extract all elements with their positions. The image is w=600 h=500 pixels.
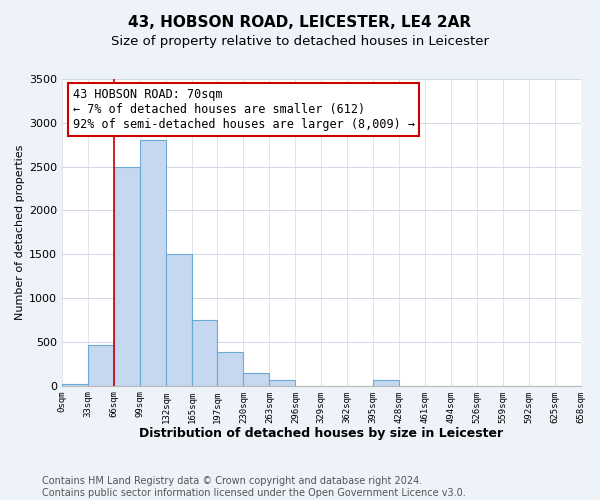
- Text: 43 HOBSON ROAD: 70sqm
← 7% of detached houses are smaller (612)
92% of semi-deta: 43 HOBSON ROAD: 70sqm ← 7% of detached h…: [73, 88, 415, 131]
- Bar: [88, 346, 114, 386]
- Bar: [244, 372, 269, 386]
- Bar: [114, 166, 140, 386]
- Bar: [62, 384, 88, 386]
- Bar: [166, 254, 192, 386]
- Y-axis label: Number of detached properties: Number of detached properties: [15, 144, 25, 320]
- Text: Contains HM Land Registry data © Crown copyright and database right 2024.
Contai: Contains HM Land Registry data © Crown c…: [42, 476, 466, 498]
- Text: Size of property relative to detached houses in Leicester: Size of property relative to detached ho…: [111, 35, 489, 48]
- Text: 43, HOBSON ROAD, LEICESTER, LE4 2AR: 43, HOBSON ROAD, LEICESTER, LE4 2AR: [128, 15, 472, 30]
- Bar: [373, 380, 400, 386]
- Bar: [217, 352, 244, 386]
- Bar: [140, 140, 166, 386]
- X-axis label: Distribution of detached houses by size in Leicester: Distribution of detached houses by size …: [139, 427, 503, 440]
- Bar: [192, 320, 217, 386]
- Bar: [269, 380, 295, 386]
